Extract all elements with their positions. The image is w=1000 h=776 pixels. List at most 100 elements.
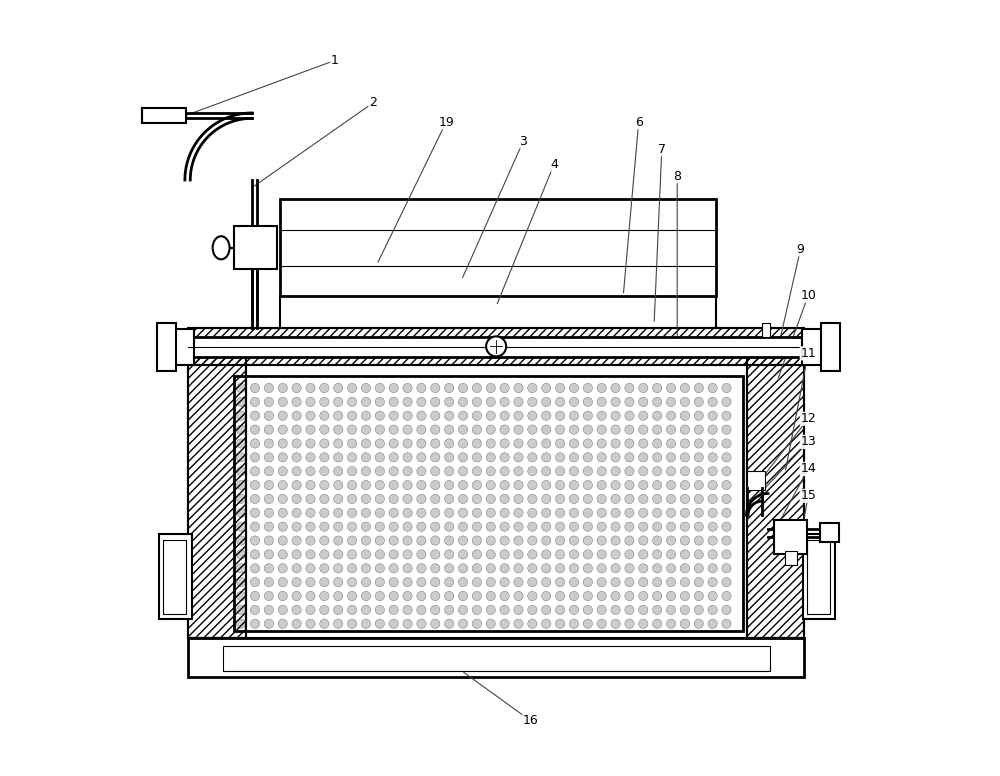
Circle shape — [458, 480, 468, 490]
Text: 16: 16 — [523, 715, 539, 727]
Circle shape — [389, 425, 398, 435]
Circle shape — [555, 619, 565, 629]
Circle shape — [403, 577, 412, 587]
Circle shape — [264, 466, 273, 476]
Circle shape — [639, 605, 648, 615]
Circle shape — [472, 508, 482, 518]
Circle shape — [292, 439, 301, 448]
Circle shape — [639, 397, 648, 407]
Circle shape — [264, 522, 273, 532]
Circle shape — [666, 480, 676, 490]
Circle shape — [500, 549, 509, 559]
Circle shape — [680, 452, 690, 462]
Circle shape — [237, 619, 246, 629]
Circle shape — [694, 563, 703, 573]
Circle shape — [306, 411, 315, 421]
Circle shape — [472, 494, 482, 504]
Circle shape — [292, 397, 301, 407]
Circle shape — [445, 383, 454, 393]
Circle shape — [486, 397, 495, 407]
Circle shape — [292, 383, 301, 393]
Circle shape — [514, 577, 523, 587]
Circle shape — [334, 397, 343, 407]
Bar — [171, 330, 194, 365]
Bar — [774, 520, 807, 553]
Circle shape — [611, 466, 620, 476]
Circle shape — [653, 466, 662, 476]
Circle shape — [680, 411, 690, 421]
Circle shape — [722, 591, 731, 601]
Circle shape — [611, 439, 620, 448]
Circle shape — [306, 536, 315, 546]
Circle shape — [625, 383, 634, 393]
Circle shape — [625, 619, 634, 629]
Circle shape — [237, 383, 246, 393]
Circle shape — [417, 494, 426, 504]
Circle shape — [278, 522, 287, 532]
Circle shape — [458, 619, 468, 629]
Circle shape — [542, 619, 551, 629]
Circle shape — [500, 466, 509, 476]
Circle shape — [653, 411, 662, 421]
Circle shape — [653, 452, 662, 462]
Circle shape — [653, 522, 662, 532]
Circle shape — [611, 549, 620, 559]
Circle shape — [250, 563, 260, 573]
Circle shape — [722, 494, 731, 504]
Bar — [747, 349, 804, 639]
Circle shape — [403, 411, 412, 421]
Circle shape — [278, 439, 287, 448]
Circle shape — [334, 508, 343, 518]
Circle shape — [334, 439, 343, 448]
Circle shape — [361, 563, 371, 573]
Circle shape — [458, 383, 468, 393]
Circle shape — [611, 397, 620, 407]
Circle shape — [431, 383, 440, 393]
Circle shape — [694, 619, 703, 629]
Circle shape — [611, 591, 620, 601]
Circle shape — [431, 411, 440, 421]
Text: 11: 11 — [800, 347, 816, 360]
Circle shape — [625, 536, 634, 546]
Text: 13: 13 — [800, 435, 816, 449]
Circle shape — [445, 452, 454, 462]
Circle shape — [666, 397, 676, 407]
Circle shape — [555, 411, 565, 421]
Circle shape — [278, 619, 287, 629]
Circle shape — [666, 619, 676, 629]
Circle shape — [347, 549, 357, 559]
Circle shape — [500, 494, 509, 504]
Circle shape — [625, 522, 634, 532]
Circle shape — [666, 577, 676, 587]
Circle shape — [403, 439, 412, 448]
Circle shape — [708, 522, 717, 532]
Circle shape — [361, 466, 371, 476]
Circle shape — [653, 563, 662, 573]
Circle shape — [542, 452, 551, 462]
Bar — [280, 199, 716, 296]
Circle shape — [278, 494, 287, 504]
Circle shape — [375, 439, 384, 448]
Circle shape — [611, 480, 620, 490]
Circle shape — [472, 563, 482, 573]
Circle shape — [472, 411, 482, 421]
Circle shape — [666, 452, 676, 462]
Circle shape — [334, 411, 343, 421]
Circle shape — [597, 619, 606, 629]
Circle shape — [334, 480, 343, 490]
Text: 10: 10 — [800, 289, 816, 302]
Circle shape — [569, 425, 579, 435]
Bar — [188, 639, 804, 677]
Circle shape — [292, 591, 301, 601]
Bar — [163, 540, 186, 614]
Circle shape — [361, 494, 371, 504]
Circle shape — [486, 563, 495, 573]
Circle shape — [542, 383, 551, 393]
Circle shape — [417, 536, 426, 546]
Circle shape — [320, 466, 329, 476]
Circle shape — [514, 425, 523, 435]
Circle shape — [694, 397, 703, 407]
Circle shape — [528, 536, 537, 546]
Circle shape — [403, 494, 412, 504]
Circle shape — [708, 397, 717, 407]
